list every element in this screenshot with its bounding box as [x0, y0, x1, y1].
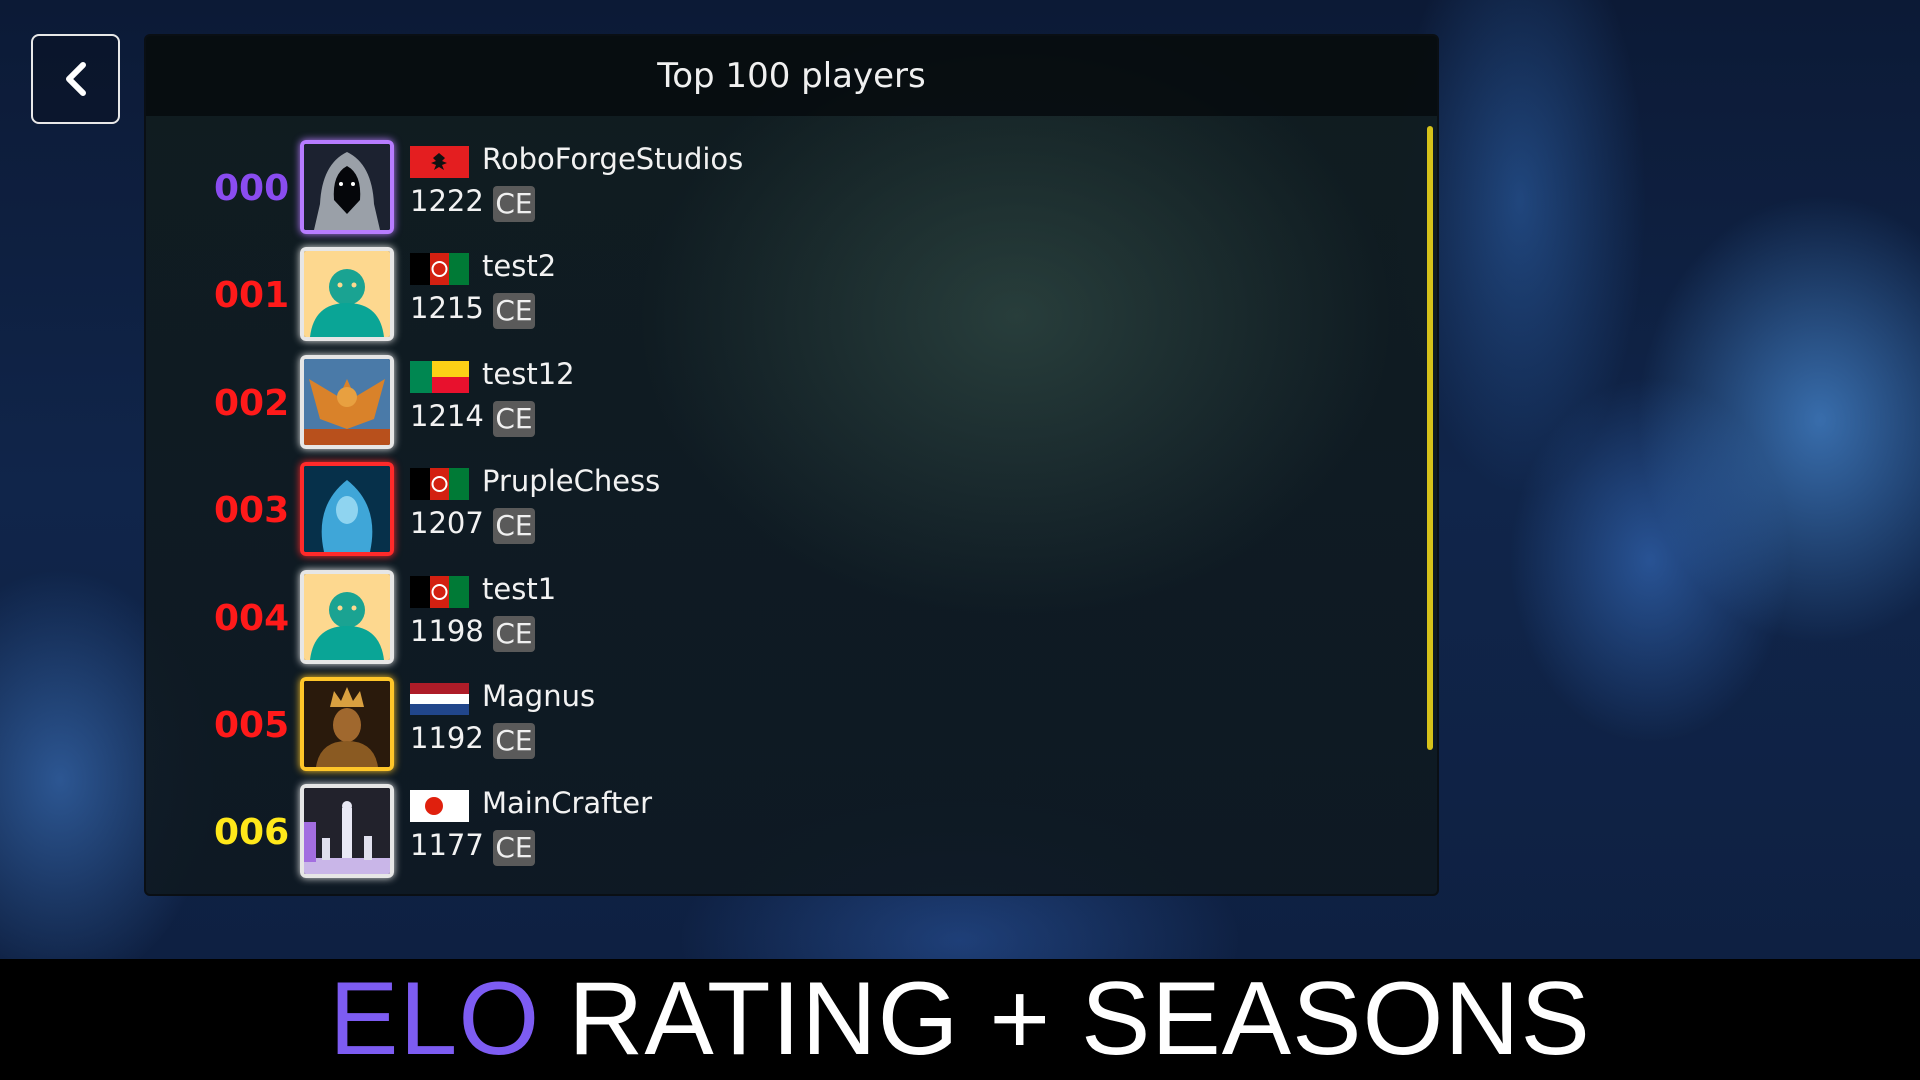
player-rating: 1177	[410, 828, 484, 863]
player-avatar[interactable]	[300, 247, 394, 342]
back-button[interactable]	[31, 34, 120, 124]
ce-badge: CE	[493, 508, 535, 545]
country-flag-icon	[410, 683, 469, 715]
scrollbar[interactable]	[1427, 126, 1433, 750]
promo-banner: ELO RATING + SEASONS	[0, 959, 1920, 1080]
country-flag-icon	[410, 790, 469, 823]
chevron-left-icon	[65, 62, 86, 96]
rank-number: 006	[214, 812, 290, 854]
player-rating: 1214	[410, 398, 484, 433]
player-row[interactable]: 003 PrupleChess 1207 CE	[146, 462, 1046, 558]
player-avatar[interactable]	[300, 784, 394, 879]
rank-number: 005	[214, 705, 290, 746]
player-avatar[interactable]	[300, 140, 394, 234]
banner-accent: ELO	[329, 961, 541, 1077]
player-rating: 1215	[410, 291, 484, 326]
player-name: MainCrafter	[482, 786, 653, 821]
player-row[interactable]: 006 MainCrafter 1177 CE	[146, 784, 1046, 880]
ce-badge: CE	[493, 615, 535, 652]
rank-number: 003	[214, 490, 290, 532]
rank-number: 001	[214, 275, 290, 317]
ce-badge: CE	[493, 186, 535, 222]
leaderboard-panel: Top 100 players 000 RoboForgeStudios 122…	[144, 34, 1439, 896]
player-rating: 1222	[410, 184, 484, 218]
player-name: RoboForgeStudios	[482, 142, 744, 176]
player-name: Magnus	[482, 679, 596, 713]
banner-text: RATING + SEASONS	[568, 961, 1591, 1077]
player-rating: 1198	[410, 613, 484, 648]
ce-badge: CE	[493, 723, 535, 759]
player-avatar[interactable]	[300, 569, 394, 664]
player-name: test1	[482, 571, 557, 606]
player-name: PrupleChess	[482, 464, 661, 499]
player-name: test12	[482, 356, 575, 391]
player-row[interactable]: 005 Magnus 1192 CE	[146, 677, 1046, 773]
player-row[interactable]: 004 test1 1198 CE	[146, 569, 1046, 666]
country-flag-icon	[410, 575, 469, 608]
page-title: Top 100 players	[657, 56, 926, 96]
country-flag-icon	[410, 360, 469, 393]
rank-number: 004	[214, 597, 290, 639]
rank-number: 000	[214, 168, 290, 209]
player-rating: 1192	[410, 721, 484, 755]
player-rating: 1207	[410, 506, 484, 541]
rank-number: 002	[214, 382, 290, 424]
player-name: test2	[482, 249, 557, 284]
country-flag-icon	[410, 468, 469, 501]
player-avatar[interactable]	[300, 354, 394, 449]
player-row[interactable]: 002 test12 1214 CE	[146, 354, 1046, 451]
country-flag-icon	[410, 253, 469, 286]
ce-badge: CE	[493, 293, 535, 330]
player-row[interactable]: 000 RoboForgeStudios 1222 CE	[146, 140, 1046, 236]
country-flag-icon	[410, 146, 469, 178]
ce-badge: CE	[493, 400, 535, 437]
leaderboard-header: Top 100 players	[146, 36, 1437, 116]
player-avatar[interactable]	[300, 462, 394, 557]
ce-badge: CE	[493, 830, 535, 867]
player-row[interactable]: 001 test2 1215 CE	[146, 247, 1046, 343]
player-avatar[interactable]	[300, 677, 394, 771]
